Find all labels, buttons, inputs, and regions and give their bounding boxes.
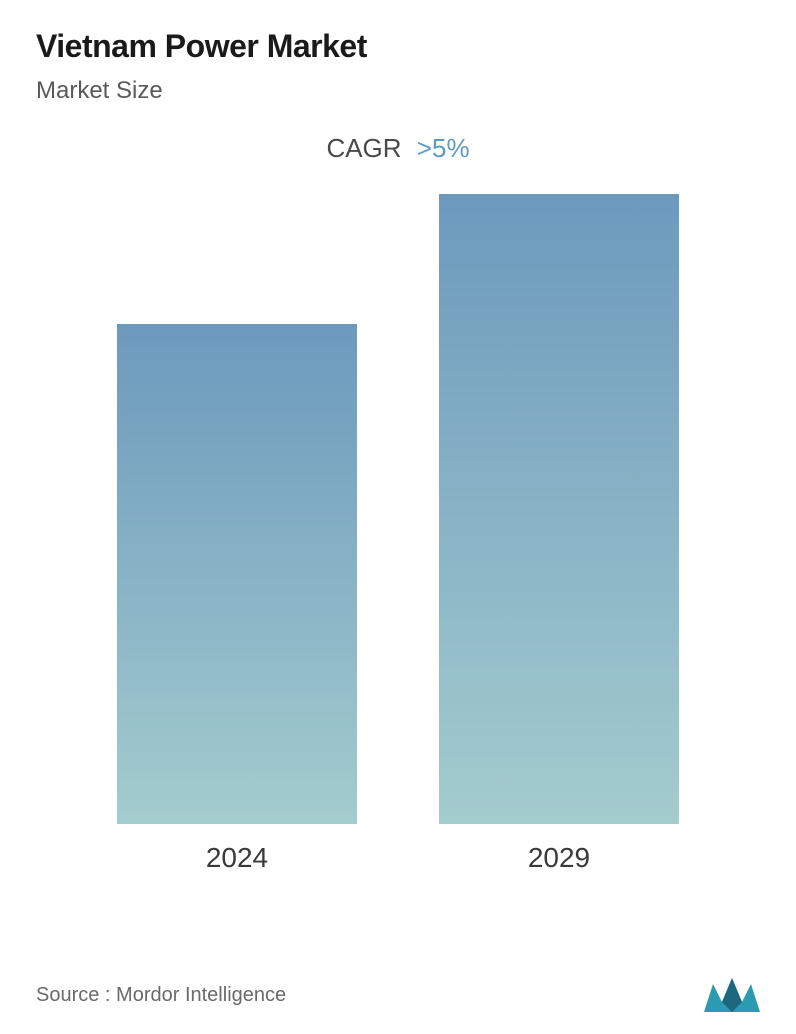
bar-fill bbox=[117, 324, 357, 824]
mordor-logo-icon bbox=[704, 978, 760, 1012]
bar-group: 2029 bbox=[439, 194, 679, 874]
bar bbox=[117, 324, 357, 824]
bar-group: 2024 bbox=[117, 324, 357, 874]
bar-category-label: 2024 bbox=[206, 842, 268, 874]
cagr-value: >5% bbox=[417, 133, 470, 163]
bar bbox=[439, 194, 679, 824]
bar-chart: 2024 2029 bbox=[36, 204, 760, 874]
chart-container: Vietnam Power Market Market Size CAGR >5… bbox=[0, 0, 796, 1034]
cagr-label: CAGR bbox=[326, 133, 401, 163]
cagr-indicator: CAGR >5% bbox=[36, 133, 760, 164]
chart-subtitle: Market Size bbox=[36, 77, 760, 105]
chart-title: Vietnam Power Market bbox=[36, 28, 760, 65]
bar-fill bbox=[439, 194, 679, 824]
footer: Source : Mordor Intelligence bbox=[36, 978, 760, 1012]
bar-category-label: 2029 bbox=[528, 842, 590, 874]
source-attribution: Source : Mordor Intelligence bbox=[36, 984, 286, 1007]
